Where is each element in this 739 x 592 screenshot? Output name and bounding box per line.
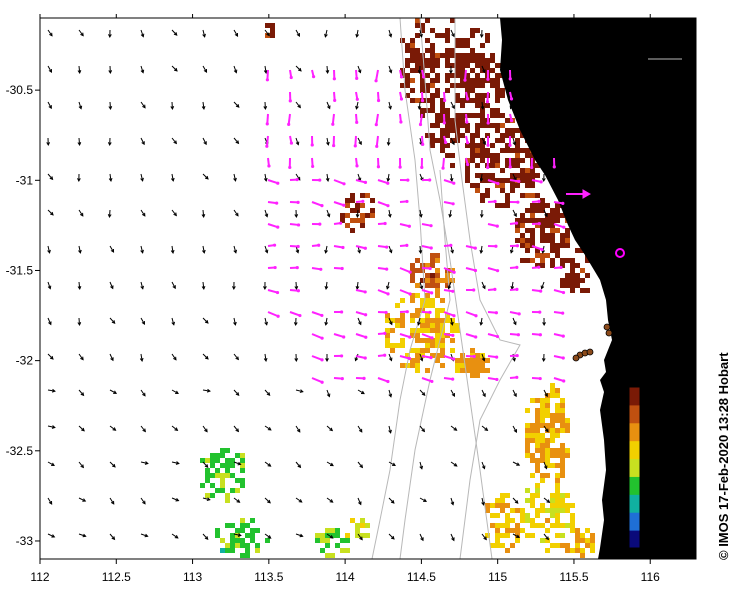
ship-symbol: [615, 272, 625, 282]
wind-scale-label: 0.5m/s (1kt 6h): [543, 114, 623, 128]
credit-text: © IMOS 17-Feb-2020 13:28 Hobart: [716, 352, 731, 560]
isobath-label-1000: 1000m: [648, 43, 682, 55]
colorbar-segment: [629, 512, 640, 531]
colorbar-tick-label: 19: [645, 536, 657, 548]
colorbar-segment: [629, 458, 640, 477]
x-tick-label: 113.5: [254, 570, 283, 584]
radar-scale-arrow: [566, 189, 592, 199]
land-mass: [500, 18, 696, 559]
y-tick-label: -32: [16, 354, 34, 368]
wind-arrows: [46, 29, 551, 542]
y-tick-label: -32.5: [6, 444, 34, 458]
colorbar-tick-label: 22: [645, 433, 657, 445]
colorbar-segment: [629, 387, 640, 406]
plot-frame: [39, 17, 697, 560]
colorbar-label: 4h comp, p50, All Sats: [657, 435, 669, 545]
perth-marker: [611, 347, 632, 363]
colorbar-segment: [629, 440, 640, 460]
map-date: 15-Feb-2020 12Z: [512, 30, 613, 45]
legend-ship: Ship: [615, 271, 660, 285]
colorbar-tick-label: 23: [645, 399, 657, 411]
radar-avg-label: (4-12h avg) noQC: [558, 159, 654, 173]
colorbar-segment: [629, 530, 640, 549]
y-tick-label: -31.5: [6, 263, 34, 277]
argo-symbol: [615, 248, 625, 258]
radar-title: HF radar velocity: [558, 144, 649, 158]
colorbar-segment: [629, 422, 640, 442]
wind-scale-arrow: [553, 130, 575, 138]
colorbar-segment: [629, 476, 640, 495]
x-tick-label: 112: [30, 570, 49, 584]
x-tick-label: 114: [336, 570, 355, 584]
x-tick-label: 115: [488, 570, 507, 584]
x-tick-label: 112.5: [102, 570, 131, 584]
y-tick-label: -30.5: [6, 83, 34, 97]
y-axis: -30.5 -31 -31.5 -32 -32.5 -33: [6, 83, 40, 548]
x-axis: 112 112.5 113 113.5 114 114.5 115 115.5 116: [30, 14, 660, 584]
colorbar-segment: [629, 404, 640, 424]
ship-label: Ship: [634, 271, 660, 285]
ship-track: [572, 323, 613, 362]
x-tick-label: 113: [183, 570, 202, 584]
wind-time-label: 13-Feb 18:00Z: [543, 99, 622, 113]
legend-argo: Argo: [615, 247, 662, 261]
colorbar-tick-label: 20: [645, 502, 657, 514]
colorbar-segment: [629, 494, 640, 513]
current-arrows: [265, 69, 566, 384]
wind-model-label: NRT00 GSL: [543, 84, 608, 98]
y-tick-label: -33: [16, 534, 34, 548]
radar-scale-label: 0.5m/s (1kt 6h): [558, 174, 638, 188]
x-tick-label: 116: [641, 570, 660, 584]
x-tick-label: 115.5: [559, 570, 588, 584]
x-tick-label: 114.5: [407, 570, 436, 584]
argo-label: Argo: [634, 247, 662, 261]
perth-label: Perth: [636, 352, 672, 368]
colorbar: 19 20 21 22 23 4h comp, p50, All Sats: [628, 386, 669, 549]
y-tick-label: -31: [16, 173, 34, 187]
colorbar-tick-label: 21: [645, 468, 657, 480]
isobath-label-200: 200m: [651, 29, 679, 41]
